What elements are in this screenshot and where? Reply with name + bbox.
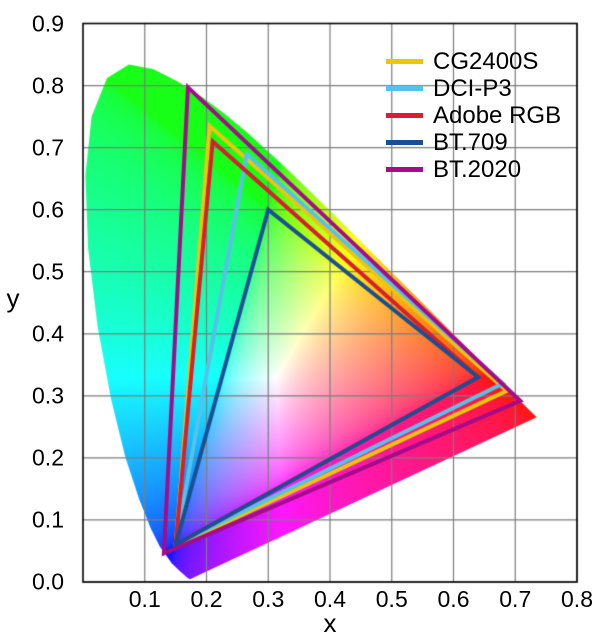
legend-item: CG2400S xyxy=(386,48,561,75)
y-tick-label: 0.1 xyxy=(32,506,64,533)
legend-label: Adobe RGB xyxy=(433,101,562,129)
x-tick-label: 0.2 xyxy=(190,586,223,612)
legend-swatch xyxy=(386,167,423,172)
legend-label: BT.2020 xyxy=(433,155,522,183)
legend-label: CG2400S xyxy=(433,47,539,75)
x-tick-label: 0.7 xyxy=(499,586,532,612)
legend: CG2400S DCI-P3 Adobe RGB BT.709 BT.2020 xyxy=(386,48,561,183)
legend-swatch xyxy=(386,113,423,118)
y-tick-label: 0.5 xyxy=(32,258,64,285)
legend-swatch xyxy=(386,140,423,145)
y-axis-label: y xyxy=(6,283,20,313)
x-tick-label: 0.4 xyxy=(314,586,346,612)
legend-label: DCI-P3 xyxy=(433,74,512,102)
x-tick-label: 0.1 xyxy=(128,586,161,612)
y-tick-label: 0.6 xyxy=(32,196,64,223)
y-tick-label: 0.0 xyxy=(32,568,64,595)
x-tick-label: 0.6 xyxy=(437,586,470,612)
legend-swatch xyxy=(386,86,423,91)
x-tick-label: 0.8 xyxy=(561,586,593,612)
legend-item: DCI-P3 xyxy=(386,75,561,102)
y-tick-label: 0.8 xyxy=(32,72,64,99)
legend-swatch xyxy=(386,59,423,64)
y-tick-label: 0.2 xyxy=(32,444,64,471)
x-axis-label: x xyxy=(323,608,337,638)
x-tick-label: 0.5 xyxy=(375,586,408,612)
y-tick-label: 0.3 xyxy=(32,382,64,409)
legend-item: BT.709 xyxy=(386,129,561,156)
legend-item: Adobe RGB xyxy=(386,102,561,129)
legend-item: BT.2020 xyxy=(386,156,561,183)
y-tick-label: 0.7 xyxy=(32,134,64,161)
legend-label: BT.709 xyxy=(433,128,508,156)
y-tick-label: 0.4 xyxy=(32,320,64,347)
y-tick-label: 0.9 xyxy=(32,10,64,36)
x-tick-label: 0.3 xyxy=(252,586,285,612)
